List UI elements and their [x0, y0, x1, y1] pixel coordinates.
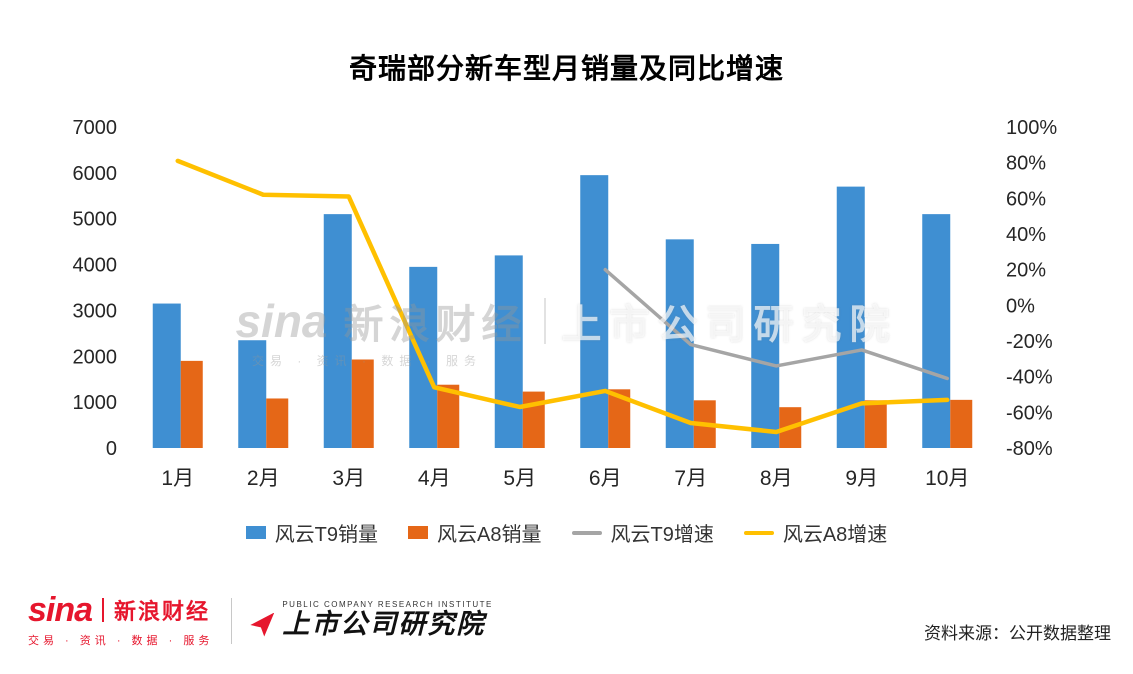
left-axis-tick: 7000 [73, 117, 118, 139]
right-axis-tick: -80% [1006, 438, 1053, 460]
legend-item-a8-sales: 风云A8销量 [408, 518, 542, 547]
right-axis-tick: 40% [1006, 224, 1046, 246]
sina-finance-label: 新浪财经 [114, 599, 211, 624]
x-axis-label: 10月 [925, 467, 969, 490]
bar [323, 214, 352, 448]
legend-swatch-a8-sales [408, 526, 429, 539]
paper-plane-icon [250, 612, 275, 637]
legend-label-t9-sales: 风云T9销量 [274, 524, 379, 546]
bar [494, 255, 523, 448]
bar [351, 359, 374, 448]
institute-logo: PUBLIC COMPANY RESEARCH INSTITUTE 上市公司研究… [250, 600, 493, 640]
right-axis-tick: 0% [1006, 295, 1035, 317]
legend-label-a8-sales: 风云A8销量 [437, 524, 542, 546]
footer-divider [231, 597, 233, 644]
x-axis-label: 7月 [674, 467, 707, 490]
left-axis-tick: 5000 [73, 209, 118, 231]
left-axis-tick: 4000 [73, 255, 118, 277]
x-axis-label: 4月 [418, 467, 451, 490]
bar [522, 391, 545, 448]
sina-logo: sina 新浪财经 交易 · 资讯 · 数据 · 服务 [28, 593, 213, 648]
x-axis-label: 9月 [845, 467, 878, 490]
chart-legend: 风云T9销量 风云A8销量 风云T9增速 风云A8增速 [0, 518, 1133, 547]
footer: sina 新浪财经 交易 · 资讯 · 数据 · 服务 PUBLIC COMPA… [28, 593, 1111, 648]
bar [608, 389, 631, 448]
legend-swatch-t9-sales [245, 526, 266, 539]
legend-item-a8-growth: 风云A8增速 [743, 518, 888, 547]
x-axis-label: 2月 [247, 467, 280, 490]
legend-swatch-t9-growth [571, 530, 602, 535]
left-axis-tick: 1000 [73, 392, 118, 414]
left-axis-tick: 6000 [73, 163, 118, 185]
bar [266, 398, 289, 448]
sina-wordmark: sina [28, 591, 93, 629]
bar [238, 340, 267, 448]
bar [152, 303, 181, 448]
x-axis-label: 8月 [760, 467, 793, 490]
right-axis-tick: -40% [1006, 367, 1053, 389]
legend-item-t9-sales: 风云T9销量 [245, 518, 379, 547]
right-axis-tick: 60% [1006, 188, 1046, 210]
left-axis-tick: 2000 [73, 346, 118, 368]
bar [864, 400, 887, 448]
legend-item-t9-growth: 风云T9增速 [571, 518, 714, 547]
growth-line [175, 158, 950, 435]
right-axis-tick: 100% [1006, 117, 1057, 139]
bar [922, 214, 951, 448]
data-source-note: 资料来源：公开数据整理 [924, 624, 1111, 643]
right-axis-tick: -20% [1006, 331, 1053, 353]
x-axis-label: 1月 [161, 467, 194, 490]
x-axis-label: 5月 [503, 467, 536, 490]
bar [950, 399, 973, 448]
bar [751, 243, 780, 448]
bar [437, 384, 460, 448]
right-axis-tick: 20% [1006, 260, 1046, 282]
sina-logo-divider [102, 598, 105, 622]
left-axis-tick: 3000 [73, 300, 118, 322]
institute-name-cn: 上市公司研究院 [282, 609, 486, 640]
right-axis-tick: -60% [1006, 402, 1053, 424]
growth-line [603, 267, 949, 381]
sina-tagline: 交易 · 资讯 · 数据 · 服务 [28, 635, 214, 647]
legend-swatch-a8-growth [743, 530, 774, 535]
legend-label-a8-growth: 风云A8增速 [782, 524, 888, 546]
legend-label-t9-growth: 风云T9增速 [610, 524, 714, 546]
chart-title: 奇瑞部分新车型月销量及同比增速 [348, 52, 784, 84]
x-axis-label: 6月 [589, 467, 622, 490]
left-axis-tick: 0 [106, 438, 117, 460]
bar [580, 175, 609, 448]
institute-name-en: PUBLIC COMPANY RESEARCH INSTITUTE [282, 600, 493, 610]
footer-logos: sina 新浪财经 交易 · 资讯 · 数据 · 服务 PUBLIC COMPA… [28, 593, 493, 648]
x-axis-label: 3月 [332, 467, 365, 490]
right-axis-tick: 80% [1006, 153, 1046, 175]
bar [180, 360, 203, 448]
